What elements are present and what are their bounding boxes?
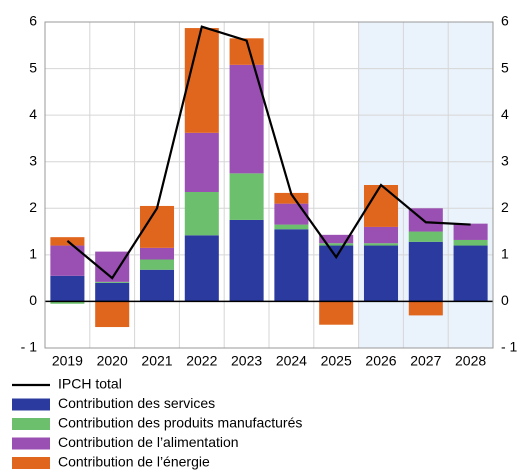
y2-tick-label: 0 [501, 292, 509, 308]
x-tick-label: 2021 [141, 353, 172, 369]
bar-segment [363, 243, 399, 246]
bar-segment [453, 245, 488, 302]
bar-segment [139, 269, 175, 302]
y2-tick-label: 3 [501, 152, 509, 168]
y-tick-label: - 1 [21, 339, 38, 355]
y-tick-label: 6 [29, 13, 37, 29]
bar-segment [453, 223, 488, 240]
bar-segment [139, 247, 175, 260]
legend-swatch [12, 457, 50, 469]
legend-swatch [12, 398, 50, 411]
bar-segment [319, 234, 354, 244]
bar-segment [95, 282, 130, 302]
x-tick-label: 2022 [186, 353, 217, 369]
y-tick-label: 3 [29, 152, 37, 168]
bar-segment [95, 281, 130, 283]
x-tick-label: 2024 [276, 353, 307, 369]
bar-segment [50, 275, 85, 302]
y2-tick-label: 2 [501, 199, 509, 215]
bar-segment [274, 203, 309, 225]
bar-segment [229, 219, 264, 302]
bar-segment [363, 185, 399, 227]
bar-segment [184, 132, 219, 192]
bar-segment [95, 301, 130, 328]
bar-segment [229, 173, 264, 220]
x-tick-label: 2027 [410, 353, 441, 369]
legend-label: IPCH total [58, 376, 122, 392]
bar-segment [50, 301, 85, 304]
bar-segment [453, 239, 488, 246]
legend-swatch [12, 418, 50, 430]
y-tick-label: 4 [29, 106, 37, 122]
legend-label: Contribution de l’alimentation [58, 434, 239, 450]
y-tick-label: 0 [29, 292, 37, 308]
bar-segment [184, 235, 219, 302]
y-tick-label: 5 [29, 59, 37, 75]
bar-segment [319, 243, 354, 246]
y2-tick-label: 5 [501, 59, 509, 75]
bar-segment [184, 191, 219, 236]
x-tick-label: 2019 [52, 353, 83, 369]
bar-segment [184, 28, 219, 133]
y2-tick-label: - 1 [501, 339, 518, 355]
legend-swatch [12, 437, 50, 450]
bar-segment [274, 229, 309, 302]
y2-tick-label: 1 [501, 246, 509, 262]
plot-frame [44, 21, 494, 349]
x-tick-label: 2020 [97, 353, 128, 369]
bar-segment [363, 226, 399, 244]
bar-segment [274, 192, 309, 204]
y-tick-label: 1 [29, 246, 37, 262]
x-tick-label: 2028 [455, 353, 486, 369]
bar-segment [363, 245, 399, 302]
bar-segment [319, 301, 354, 325]
x-tick-label: 2023 [231, 353, 262, 369]
legend-label: Contribution des produits manufacturés [58, 415, 302, 431]
legend-label: Contribution de l’énergie [58, 454, 210, 470]
x-tick-label: 2026 [365, 353, 396, 369]
y2-tick-label: 6 [501, 13, 509, 29]
bar-segment [408, 301, 443, 316]
legend-label: Contribution des services [58, 395, 215, 411]
bar-segment [139, 259, 175, 270]
bar-segment [408, 241, 443, 302]
bar-segment [319, 245, 354, 302]
x-tick-label: 2025 [321, 353, 352, 369]
y-tick-label: 2 [29, 199, 37, 215]
y2-tick-label: 4 [501, 106, 509, 122]
bar-segment [408, 231, 443, 242]
bar-segment [274, 224, 309, 230]
line-series [66, 25, 471, 280]
